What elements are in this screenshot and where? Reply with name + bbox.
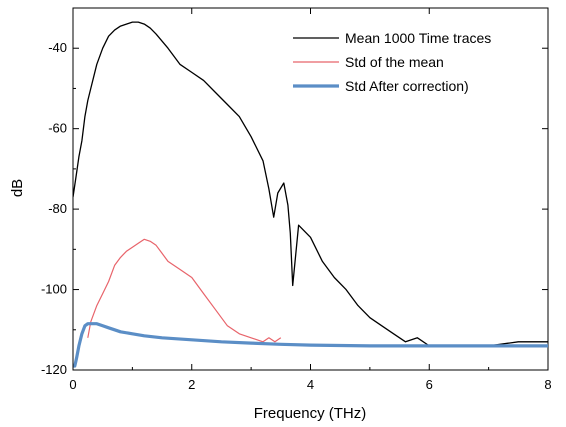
x-tick-label: 0	[69, 377, 76, 392]
x-axis-title: Frequency (THz)	[254, 405, 367, 422]
legend-label: Mean 1000 Time traces	[345, 30, 491, 46]
x-tick-label: 6	[426, 377, 433, 392]
legend-label: Std of the mean	[345, 54, 444, 70]
y-tick-label: -60	[48, 121, 67, 136]
series-layer	[73, 21, 548, 368]
y-tick-label: -120	[41, 362, 67, 377]
x-tick-label: 4	[307, 377, 314, 392]
series-line-3	[73, 322, 548, 368]
y-tick-label: -80	[48, 201, 67, 216]
y-tick-label: -40	[48, 40, 67, 55]
y-tick-label: -100	[41, 282, 67, 297]
x-tick-label: 2	[188, 377, 195, 392]
series-line-2	[87, 238, 282, 343]
legend-label: Std After correction)	[345, 78, 469, 94]
legend: Mean 1000 Time traces Std of the mean Std …	[293, 30, 491, 94]
ticks-layer: 0 2 4 6 8 -120 -100 -80 -60 -40	[41, 8, 552, 392]
y-axis-title: dB	[9, 179, 26, 197]
series-line-1	[73, 21, 548, 347]
x-tick-label: 8	[544, 377, 551, 392]
